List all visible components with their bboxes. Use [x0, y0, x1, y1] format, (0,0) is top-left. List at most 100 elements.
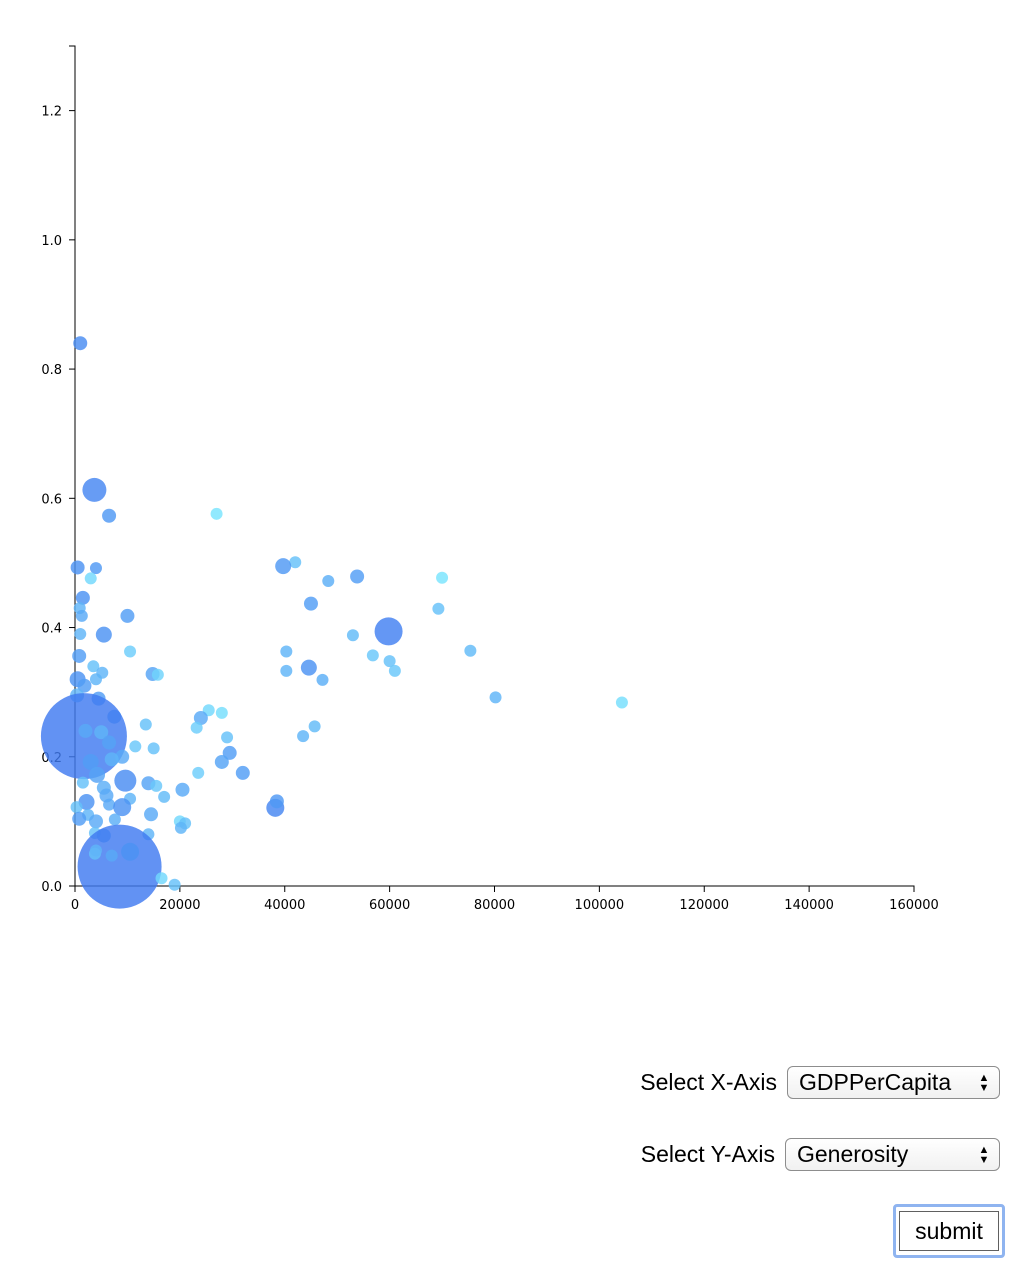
data-point[interactable]: [95, 626, 112, 643]
data-point[interactable]: [87, 660, 100, 673]
data-point[interactable]: [89, 844, 102, 857]
y-tick-label: 0.4: [41, 622, 62, 637]
data-point[interactable]: [88, 814, 103, 829]
select-arrows-icon: ▲ ▼: [978, 1143, 990, 1166]
y-tick-label: 1.2: [41, 105, 62, 120]
data-point[interactable]: [280, 664, 293, 677]
data-point[interactable]: [316, 673, 329, 686]
data-point[interactable]: [235, 765, 250, 780]
data-point[interactable]: [374, 617, 403, 646]
data-point[interactable]: [383, 655, 396, 668]
data-point[interactable]: [84, 572, 97, 585]
submit-focus-ring: submit: [893, 1204, 1005, 1258]
data-point[interactable]: [222, 745, 237, 760]
data-point[interactable]: [388, 664, 401, 677]
x-axis-control: Select X-Axis GDPPerCapita ▲ ▼: [640, 1066, 1000, 1099]
x-tick-label: 60000: [369, 898, 410, 913]
data-point[interactable]: [77, 824, 162, 909]
data-point[interactable]: [121, 842, 140, 861]
data-point[interactable]: [174, 821, 187, 834]
data-point[interactable]: [129, 740, 142, 753]
data-point[interactable]: [269, 794, 284, 809]
data-point[interactable]: [113, 798, 132, 817]
data-point[interactable]: [275, 558, 292, 575]
y-tick-label: 0.0: [41, 880, 62, 895]
data-point[interactable]: [77, 678, 92, 693]
x-tick-label: 40000: [264, 898, 305, 913]
data-point[interactable]: [615, 696, 628, 709]
x-tick-label: 120000: [679, 898, 729, 913]
data-point[interactable]: [221, 731, 234, 744]
data-point[interactable]: [300, 659, 317, 676]
data-point[interactable]: [350, 569, 365, 584]
y-tick-label: 0.6: [41, 492, 62, 507]
data-point[interactable]: [89, 562, 102, 575]
data-point[interactable]: [73, 336, 88, 351]
data-point[interactable]: [78, 723, 93, 738]
data-point[interactable]: [94, 725, 109, 740]
data-point[interactable]: [346, 629, 359, 642]
data-point[interactable]: [289, 556, 302, 569]
data-point[interactable]: [322, 575, 335, 588]
data-point[interactable]: [193, 711, 208, 725]
data-point[interactable]: [72, 811, 87, 826]
data-point[interactable]: [489, 691, 502, 704]
data-point[interactable]: [72, 648, 87, 663]
data-point[interactable]: [308, 720, 321, 733]
data-point[interactable]: [297, 730, 310, 743]
data-point[interactable]: [147, 742, 160, 755]
axes: 0 20000 40000 60000 80000 100000 120000 140000 1…: [41, 45, 939, 913]
data-point[interactable]: [214, 754, 229, 769]
data-point[interactable]: [366, 649, 379, 662]
data-point[interactable]: [144, 807, 159, 822]
data-point[interactable]: [102, 735, 117, 750]
data-point[interactable]: [103, 798, 116, 811]
data-point[interactable]: [74, 628, 87, 640]
data-point[interactable]: [139, 718, 152, 731]
x-tick-label: 100000: [575, 898, 625, 913]
data-point[interactable]: [158, 790, 171, 803]
data-point[interactable]: [303, 596, 318, 611]
data-point[interactable]: [215, 706, 228, 719]
data-point[interactable]: [82, 753, 99, 770]
data-point[interactable]: [102, 508, 117, 523]
submit-button[interactable]: submit: [899, 1211, 999, 1251]
data-point[interactable]: [105, 849, 118, 862]
x-axis-label: Select X-Axis: [640, 1069, 777, 1095]
data-point[interactable]: [114, 769, 137, 792]
select-arrows-icon: ▲ ▼: [978, 1071, 990, 1094]
data-point[interactable]: [89, 673, 102, 686]
data-point[interactable]: [436, 571, 449, 584]
data-point[interactable]: [76, 776, 89, 789]
data-point[interactable]: [150, 779, 163, 792]
data-point[interactable]: [464, 644, 477, 657]
data-point[interactable]: [89, 766, 106, 783]
y-axis-selected-value: Generosity: [797, 1141, 909, 1167]
x-tick-label: 20000: [159, 898, 200, 913]
data-point[interactable]: [155, 872, 168, 885]
data-point[interactable]: [104, 752, 119, 767]
data-point[interactable]: [78, 794, 95, 810]
data-point[interactable]: [70, 801, 83, 814]
x-tick-label: 140000: [784, 898, 834, 913]
scatter-chart: 0 20000 40000 60000 80000 100000 120000 140000 1…: [40, 45, 939, 913]
data-point[interactable]: [75, 609, 88, 622]
data-point[interactable]: [175, 782, 190, 797]
data-point[interactable]: [151, 668, 164, 681]
data-point[interactable]: [82, 477, 107, 502]
data-point[interactable]: [168, 878, 181, 891]
data-point[interactable]: [108, 813, 121, 826]
data-point[interactable]: [115, 749, 130, 764]
data-point[interactable]: [75, 590, 90, 605]
data-point[interactable]: [210, 507, 223, 520]
y-axis-select[interactable]: Generosity ▲ ▼: [785, 1138, 1000, 1171]
x-tick-label: 160000: [889, 898, 939, 913]
data-point[interactable]: [124, 645, 137, 658]
data-point[interactable]: [120, 608, 135, 623]
data-point[interactable]: [190, 721, 203, 734]
data-point[interactable]: [280, 645, 293, 658]
data-point[interactable]: [192, 766, 205, 779]
x-axis-select[interactable]: GDPPerCapita ▲ ▼: [787, 1066, 1000, 1099]
data-point[interactable]: [70, 560, 85, 575]
data-point[interactable]: [432, 602, 445, 615]
